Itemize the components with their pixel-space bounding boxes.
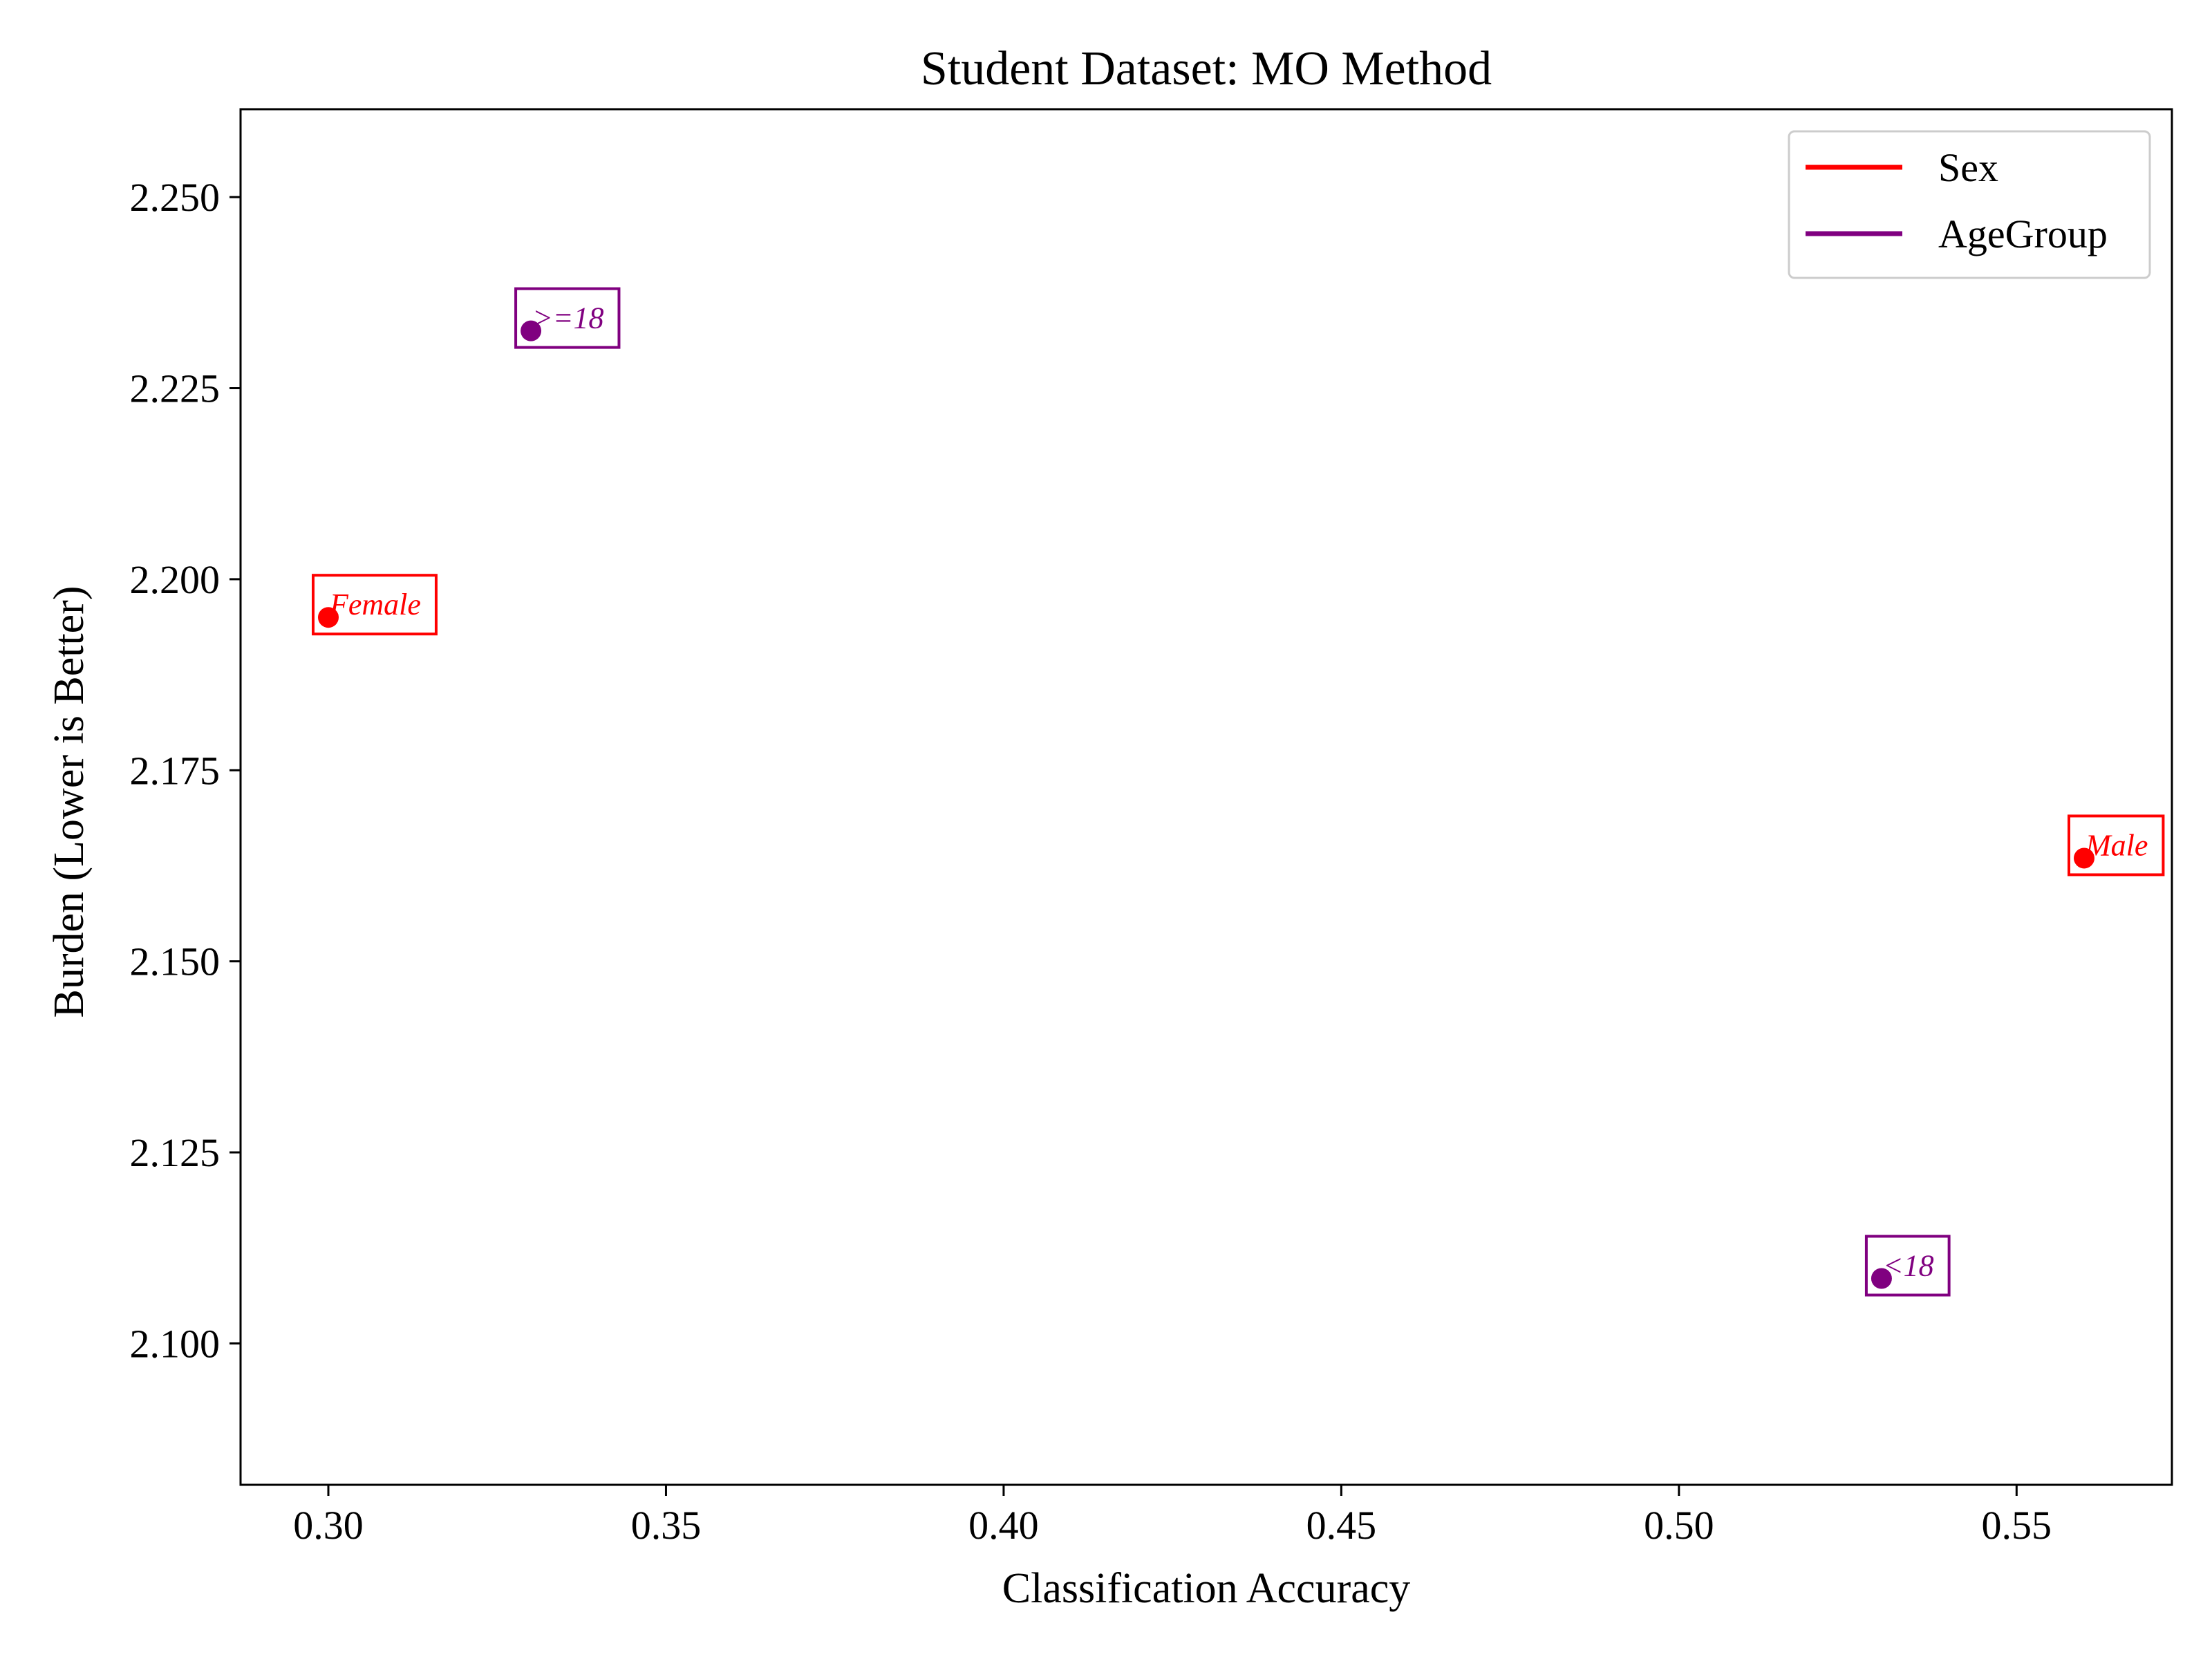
point-label: Female xyxy=(329,588,421,621)
y-tick-label: 2.200 xyxy=(130,557,221,602)
y-tick-label: 2.250 xyxy=(130,175,221,220)
y-tick-label: 2.125 xyxy=(130,1130,221,1175)
y-tick-label: 2.225 xyxy=(130,366,221,411)
data-point xyxy=(318,607,339,628)
x-axis-label: Classification Accuracy xyxy=(1002,1565,1411,1612)
point-label-box xyxy=(1864,1235,1951,1297)
chart-title: Student Dataset: MO Method xyxy=(921,42,1492,95)
data-point xyxy=(1871,1268,1892,1289)
x-tick-label: 0.40 xyxy=(968,1503,1039,1548)
y-tick-label: 2.175 xyxy=(130,748,221,793)
point-label: >=18 xyxy=(532,301,603,335)
data-point xyxy=(2074,847,2094,869)
x-tick-label: 0.55 xyxy=(1982,1503,2052,1548)
legend-label: AgeGroup xyxy=(1938,212,2108,256)
point-label: <18 xyxy=(1883,1249,1934,1283)
legend: Sex AgeGroup xyxy=(1788,130,2151,279)
x-tick-label: 0.50 xyxy=(1644,1503,1714,1548)
data-point xyxy=(521,320,542,341)
x-tick-label: 0.30 xyxy=(293,1503,364,1548)
plot-area: 0.30 0.35 0.40 0.45 0.50 0.55 2.100 2.125 2.150 2… xyxy=(130,108,2173,1548)
plot-frame xyxy=(239,108,2173,1486)
point-label-box xyxy=(514,287,621,349)
point-label-box xyxy=(312,574,438,636)
x-tick-label: 0.45 xyxy=(1306,1503,1377,1548)
point-label: Male xyxy=(2085,828,2148,862)
y-tick-label: 2.100 xyxy=(130,1321,221,1366)
y-tick-label: 2.150 xyxy=(130,939,221,984)
y-axis-label: Burden (Lower is Better) xyxy=(46,586,93,1018)
x-tick-label: 0.35 xyxy=(631,1503,702,1548)
legend-label: Sex xyxy=(1938,145,1998,190)
point-label-box xyxy=(2068,814,2165,877)
